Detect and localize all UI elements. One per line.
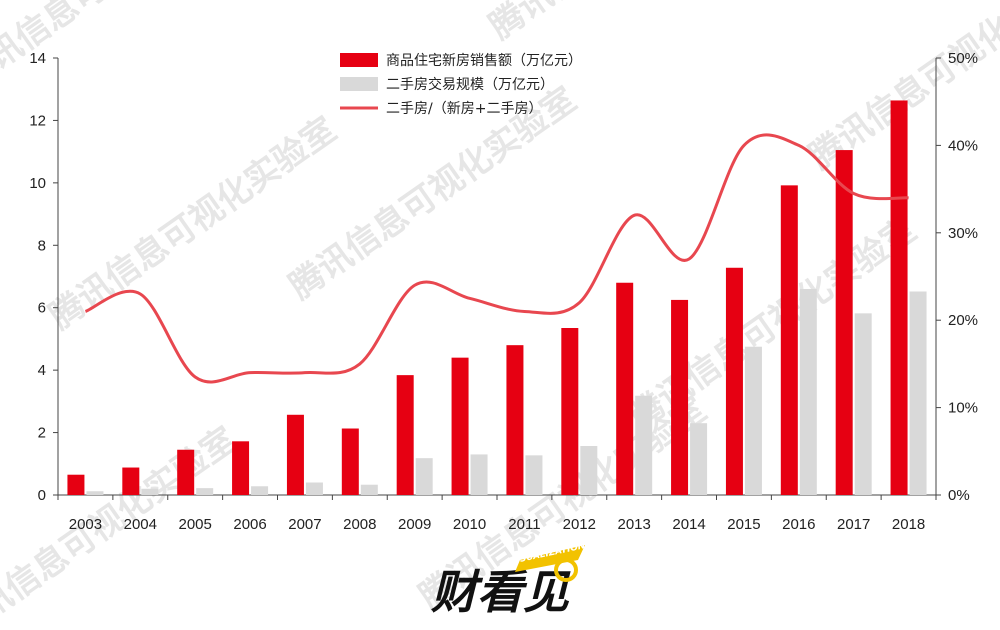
bar-second-hand-2016 xyxy=(799,288,817,495)
y-tick-label: 8 xyxy=(38,237,46,254)
bar-new-house-2015 xyxy=(725,267,743,495)
y-tick-label: 12 xyxy=(29,112,46,129)
bar-second-hand-2009 xyxy=(415,458,433,495)
bar-new-house-2004 xyxy=(122,467,140,495)
bar-new-house-2017 xyxy=(835,150,853,495)
bar-new-house-2018 xyxy=(890,100,908,496)
y-tick-label: 2 xyxy=(38,425,46,442)
x-tick-label: 2007 xyxy=(288,516,321,533)
x-tick-label: 2016 xyxy=(782,516,815,533)
bar-second-hand-2010 xyxy=(470,454,488,495)
bar-second-hand-2004 xyxy=(141,488,159,495)
x-tick-label: 2017 xyxy=(837,516,870,533)
legend-label-ratio: 二手房/（新房+二手房） xyxy=(386,101,542,117)
x-tick-label: 2003 xyxy=(69,516,102,533)
bar-new-house-2003 xyxy=(67,474,85,495)
bar-new-house-2005 xyxy=(177,449,195,495)
x-tick-label: 2006 xyxy=(233,516,266,533)
bar-new-house-2013 xyxy=(616,282,634,495)
watermark-text: 腾讯信息可视化实验室 xyxy=(42,110,343,338)
y-tick-label: 6 xyxy=(38,300,46,317)
bar-second-hand-2015 xyxy=(744,346,762,495)
bar-second-hand-2003 xyxy=(86,491,104,495)
ratio-line-path xyxy=(84,133,909,384)
bar-second-hand-2013 xyxy=(635,395,653,495)
logo-swoosh xyxy=(515,545,585,572)
y2-tick-label: 20% xyxy=(948,312,978,329)
y2-tick-label: 30% xyxy=(948,225,978,242)
x-tick-label: 2004 xyxy=(124,516,157,533)
logo-ring xyxy=(554,558,578,582)
legend-swatch-second-hand xyxy=(340,77,378,91)
y-tick-label: 14 xyxy=(29,50,46,67)
bar-new-house-2007 xyxy=(286,414,304,495)
bar-second-hand-2006 xyxy=(251,486,269,495)
bar-second-hand-2005 xyxy=(196,488,214,495)
y2-tick-label: 50% xyxy=(948,50,978,67)
bar-second-hand-2007 xyxy=(305,482,323,495)
bars xyxy=(67,100,927,496)
x-tick-label: 2018 xyxy=(892,516,925,533)
y-tick-label: 0 xyxy=(38,487,46,504)
x-tick-label: 2009 xyxy=(398,516,431,533)
legend-label-new-house: 商品住宅新房销售额（万亿元） xyxy=(386,53,582,69)
x-tick-label: 2012 xyxy=(563,516,596,533)
bar-second-hand-2011 xyxy=(525,455,543,495)
bar-new-house-2009 xyxy=(396,375,414,495)
watermark-text: 腾讯信息可视化实验室 xyxy=(482,0,783,47)
x-tick-label: 2013 xyxy=(618,516,651,533)
bar-second-hand-2008 xyxy=(360,484,378,495)
bar-new-house-2016 xyxy=(780,185,798,495)
y2-tick-label: 0% xyxy=(948,487,970,504)
legend-swatch-new-house xyxy=(340,53,378,67)
y2-tick-label: 40% xyxy=(948,137,978,154)
x-tick-label: 2010 xyxy=(453,516,486,533)
bar-new-house-2012 xyxy=(561,328,579,495)
bar-second-hand-2017 xyxy=(854,313,872,495)
logo-text: 财看见 xyxy=(431,565,571,619)
watermark-text: 腾讯信息可视化实验室 xyxy=(0,0,254,97)
bar-new-house-2008 xyxy=(341,428,359,495)
y2-tick-label: 10% xyxy=(948,400,978,417)
watermark-text: 腾讯信息可视化实验室 xyxy=(622,210,923,438)
x-tick-label: 2005 xyxy=(179,516,212,533)
x-tick-label: 2014 xyxy=(672,516,705,533)
bar-second-hand-2014 xyxy=(690,423,708,495)
x-tick-label: 2015 xyxy=(727,516,760,533)
bar-second-hand-2012 xyxy=(580,445,598,495)
bar-new-house-2006 xyxy=(232,441,250,495)
y-tick-label: 4 xyxy=(38,362,46,379)
bar-new-house-2011 xyxy=(506,345,524,495)
bar-second-hand-2018 xyxy=(909,291,927,495)
legend-label-second-hand: 二手房交易规模（万亿元） xyxy=(386,76,554,93)
legend: 商品住宅新房销售额（万亿元） 二手房交易规模（万亿元） 二手房/（新房+二手房） xyxy=(340,53,582,117)
bar-new-house-2014 xyxy=(671,299,689,495)
x-tick-label: 2011 xyxy=(508,516,540,533)
ratio-line xyxy=(84,133,909,384)
x-tick-label: 2008 xyxy=(343,516,376,533)
bar-new-house-2010 xyxy=(451,357,469,495)
y-tick-label: 10 xyxy=(29,175,46,192)
